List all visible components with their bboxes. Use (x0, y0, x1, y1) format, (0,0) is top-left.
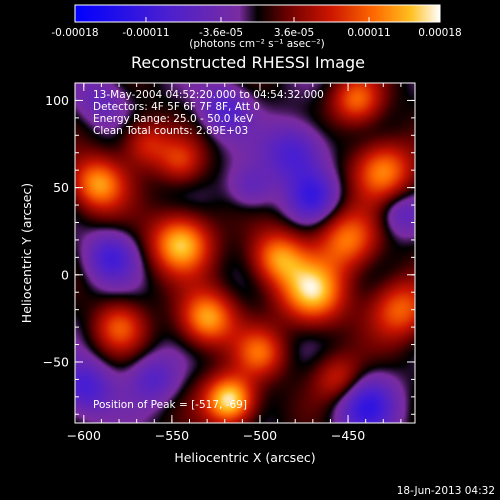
timestamp: 18-Jun-2013 04:32 (397, 485, 495, 497)
colorbar-ticks: -0.00018 -0.00011 -3.6e-05 3.6e-05 0.00011 0.… (51, 17, 462, 39)
colorbar-tick-label: 3.6e-05 (274, 27, 314, 39)
peak-position-label: Position of Peak = [-517, -69] (93, 399, 247, 411)
x-tick-label: −600 (67, 428, 101, 443)
annotation-time: 13-May-2004 04:52:20.000 to 04:54:32.000 (93, 89, 324, 101)
y-axis-ticks: −50 0 50 100 (43, 82, 415, 415)
colorbar-units-label: (photons cm⁻² s⁻¹ asec⁻²) (189, 38, 324, 50)
annotation-detectors: Detectors: 4F 5F 6F 7F 8F, Att 0 (93, 101, 260, 113)
annotation-clean: Clean Total counts: 2.89E+03 (93, 125, 248, 137)
x-axis-label: Heliocentric X (arcsec) (174, 450, 315, 465)
annotation-energy: Energy Range: 25.0 - 50.0 keV (93, 113, 254, 125)
colorbar-tick-label: -0.00018 (51, 27, 98, 39)
y-tick-label: 100 (45, 93, 69, 108)
y-tick-label: −50 (43, 354, 69, 369)
plot-frame (74, 82, 416, 424)
heatmap-canvas (75, 83, 415, 423)
colorbar-tick-label: -0.00011 (122, 27, 169, 39)
colorbar-tick-label: 0.00018 (418, 27, 461, 39)
heatmap (75, 83, 415, 423)
x-tick-label: −450 (331, 428, 365, 443)
chart-title: Reconstructed RHESSI Image (131, 53, 365, 72)
x-tick-label: −500 (243, 428, 277, 443)
x-axis-ticks: −600 −550 −500 −450 (67, 83, 402, 443)
colorbar-tick-label: -3.6e-05 (199, 27, 243, 39)
x-tick-label: −550 (155, 428, 189, 443)
y-axis-label: Heliocentric Y (arcsec) (19, 183, 34, 323)
colorbar (74, 4, 441, 23)
colorbar-tick-label: 0.00011 (347, 27, 390, 39)
y-tick-label: 0 (61, 267, 69, 282)
y-tick-label: 50 (53, 180, 69, 195)
